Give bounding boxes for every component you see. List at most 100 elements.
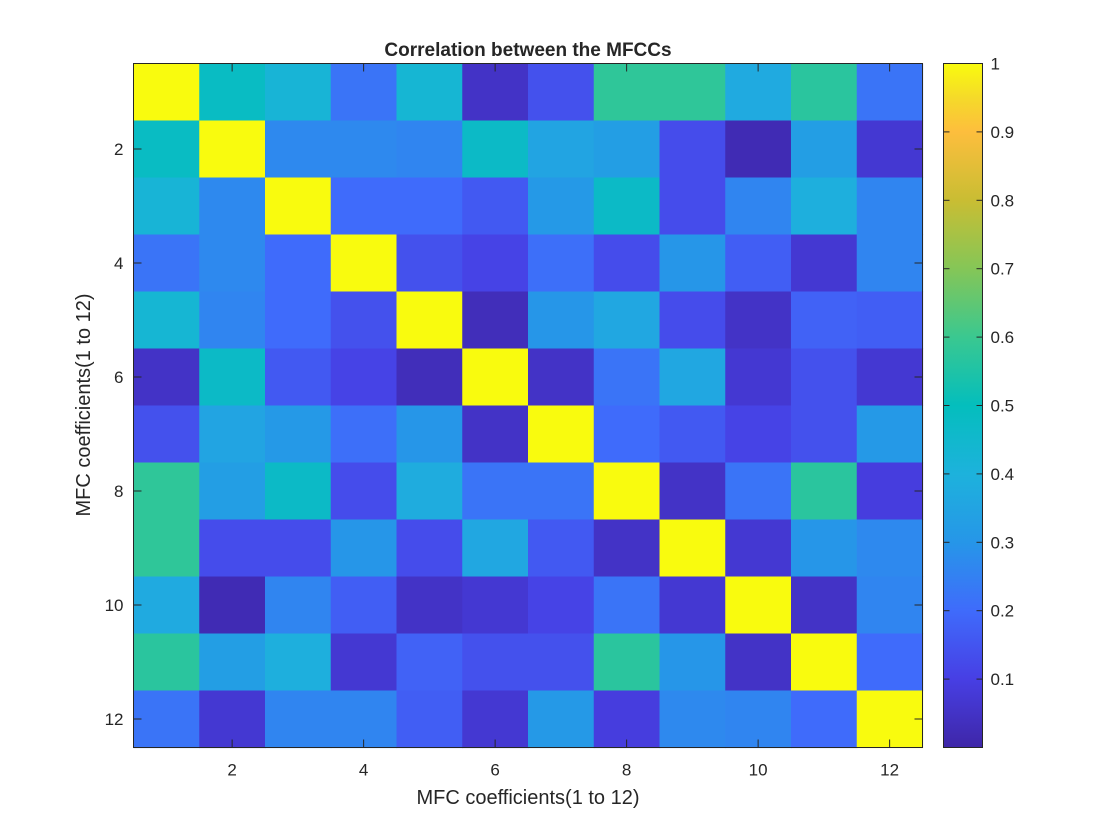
heatmap-cell	[396, 405, 463, 464]
heatmap-cell	[593, 291, 661, 350]
y-tick-label: 2	[114, 140, 123, 159]
heatmap-cell	[659, 576, 726, 635]
heatmap-cell	[856, 519, 924, 578]
x-axis-label: MFC coefficients(1 to 12)	[416, 787, 639, 809]
heatmap-cell	[265, 177, 332, 236]
heatmap-cell	[462, 690, 529, 749]
heatmap-cell	[265, 291, 332, 350]
heatmap-cell	[528, 63, 595, 122]
heatmap-cell	[462, 633, 529, 692]
heatmap-cell	[265, 690, 332, 749]
heatmap-cell	[791, 63, 858, 122]
heatmap-cell	[659, 63, 726, 122]
heatmap-cell	[330, 633, 398, 692]
heatmap-cell	[330, 120, 398, 179]
colorbar-tick-label: 0.1	[991, 670, 1015, 689]
heatmap-cell	[791, 177, 858, 236]
heatmap-cell	[593, 234, 661, 293]
heatmap-cell	[133, 63, 200, 122]
heatmap-cell	[593, 348, 661, 407]
heatmap-cell	[133, 519, 200, 578]
heatmap-cell	[462, 234, 529, 293]
y-axis-ticks: 2 4 6 8 10 12	[105, 140, 923, 729]
heatmap-cell	[528, 177, 595, 236]
heatmap-cell	[199, 63, 266, 122]
heatmap-cell	[528, 120, 595, 179]
heatmap-cell	[725, 120, 792, 179]
heatmap-cell	[528, 348, 595, 407]
heatmap-cell	[856, 120, 924, 179]
colorbar-tick-label: 0.7	[991, 260, 1015, 279]
heatmap-cell	[265, 348, 332, 407]
heatmap-cell	[659, 519, 726, 578]
y-tick-label: 8	[114, 482, 123, 501]
heatmap-cell	[265, 462, 332, 521]
heatmap-cell	[659, 633, 726, 692]
heatmap-cell	[396, 633, 463, 692]
heatmap-cell	[659, 177, 726, 236]
heatmap-cell	[791, 633, 858, 692]
y-axis-label: MFC coefficients(1 to 12)	[73, 293, 95, 516]
heatmap-cell	[528, 234, 595, 293]
heatmap-cell	[593, 120, 661, 179]
heatmap-cell	[396, 63, 463, 122]
colorbar-tick-label: 0.2	[991, 602, 1015, 621]
heatmap-cell	[133, 120, 200, 179]
heatmap-cell	[856, 462, 924, 521]
heatmap-cell	[265, 234, 332, 293]
heatmap-cell	[593, 633, 661, 692]
heatmap-cell	[396, 291, 463, 350]
heatmap-cell	[133, 576, 200, 635]
heatmap-cell	[659, 234, 726, 293]
heatmap-cell	[856, 405, 924, 464]
heatmap-cell	[199, 234, 266, 293]
y-tick-label: 12	[105, 710, 124, 729]
heatmap-cell	[528, 291, 595, 350]
heatmap-cell	[199, 462, 266, 521]
chart-title: Correlation between the MFCCs	[384, 40, 671, 61]
heatmap-cell	[725, 576, 792, 635]
heatmap-cell	[330, 576, 398, 635]
heatmap-cell	[199, 120, 266, 179]
heatmap-cell	[856, 633, 924, 692]
heatmap-cell	[265, 405, 332, 464]
heatmap-cell	[133, 234, 200, 293]
heatmap-cell	[265, 633, 332, 692]
heatmap-cell	[593, 462, 661, 521]
heatmap-cell	[791, 120, 858, 179]
heatmap-cell	[659, 120, 726, 179]
heatmap-cell	[791, 690, 858, 749]
heatmap-cell	[396, 234, 463, 293]
heatmap-cell	[330, 177, 398, 236]
heatmap-cell	[659, 462, 726, 521]
heatmap-cell	[199, 348, 266, 407]
heatmap-cell	[133, 405, 200, 464]
heatmap-cell	[462, 291, 529, 350]
heatmap-cell	[199, 405, 266, 464]
heatmap-cell	[396, 120, 463, 179]
heatmap-cell	[462, 519, 529, 578]
x-tick-label: 12	[880, 761, 899, 780]
heatmap-cell	[199, 519, 266, 578]
heatmap-cell	[199, 177, 266, 236]
heatmap-cell	[330, 291, 398, 350]
heatmap-cell	[528, 576, 595, 635]
heatmap-cell	[791, 234, 858, 293]
heatmap-cell	[133, 462, 200, 521]
heatmap-cell	[659, 405, 726, 464]
heatmap-cell	[593, 63, 661, 122]
heatmap-cell	[462, 405, 529, 464]
heatmap-cell	[330, 234, 398, 293]
x-tick-label: 10	[749, 761, 768, 780]
heatmap-cell	[659, 348, 726, 407]
plot-area-frame	[133, 63, 923, 748]
heatmap-cell	[528, 519, 595, 578]
heatmap-cell	[856, 576, 924, 635]
heatmap-cell	[725, 63, 792, 122]
x-tick-label: 8	[622, 761, 631, 780]
heatmap-cell	[593, 576, 661, 635]
heatmap-cell	[791, 519, 858, 578]
y-tick-label: 4	[114, 254, 123, 273]
heatmap-cell	[725, 177, 792, 236]
